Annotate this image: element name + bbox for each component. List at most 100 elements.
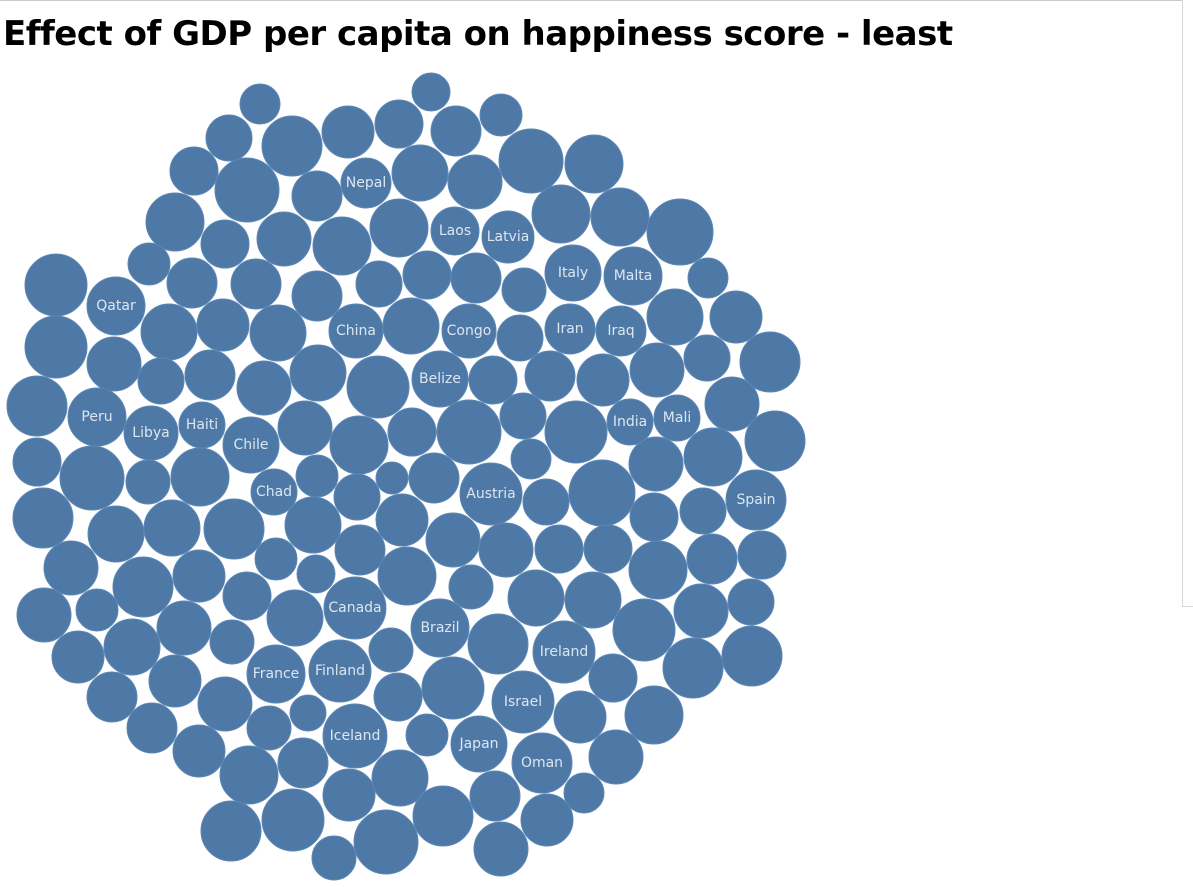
bubble[interactable]	[628, 540, 688, 600]
bubble[interactable]	[75, 588, 119, 632]
bubble[interactable]	[333, 473, 381, 521]
bubble[interactable]	[230, 258, 282, 310]
bubble-oman[interactable]	[511, 732, 573, 794]
bubble[interactable]	[289, 344, 347, 402]
bubble[interactable]	[683, 427, 743, 487]
bubble[interactable]	[205, 114, 253, 162]
bubble[interactable]	[24, 253, 88, 317]
bubble-peru[interactable]	[67, 387, 127, 447]
bubble[interactable]	[375, 493, 429, 547]
bubble[interactable]	[261, 788, 325, 852]
bubble[interactable]	[289, 694, 327, 732]
bubble[interactable]	[590, 187, 650, 247]
bubble[interactable]	[534, 524, 584, 574]
bubble[interactable]	[266, 589, 324, 647]
bubble[interactable]	[24, 315, 88, 379]
bubble-brazil[interactable]	[410, 598, 470, 658]
bubble[interactable]	[629, 342, 685, 398]
bubble[interactable]	[377, 546, 437, 606]
bubble[interactable]	[402, 250, 452, 300]
bubble[interactable]	[563, 772, 605, 814]
bubble-mali[interactable]	[653, 394, 701, 442]
bubble[interactable]	[430, 105, 482, 157]
bubble[interactable]	[214, 157, 280, 223]
bubble[interactable]	[236, 360, 292, 416]
bubble[interactable]	[312, 216, 372, 276]
bubble-qatar[interactable]	[86, 276, 146, 336]
bubble-iceland[interactable]	[322, 703, 388, 769]
bubble-ireland[interactable]	[532, 620, 596, 684]
bubble[interactable]	[687, 257, 729, 299]
bubble[interactable]	[369, 198, 429, 258]
bubble-canada[interactable]	[323, 576, 387, 640]
bubble[interactable]	[405, 713, 449, 757]
bubble[interactable]	[143, 499, 201, 557]
bubble-india[interactable]	[606, 398, 654, 446]
bubble[interactable]	[679, 487, 727, 535]
bubble[interactable]	[373, 672, 423, 722]
bubble-china[interactable]	[328, 303, 384, 359]
bubble[interactable]	[112, 556, 174, 618]
bubble[interactable]	[496, 314, 544, 362]
bubble[interactable]	[209, 619, 255, 665]
bubble[interactable]	[371, 749, 429, 807]
bubble[interactable]	[126, 702, 178, 754]
scrollbar[interactable]	[1182, 0, 1193, 607]
bubble[interactable]	[86, 671, 138, 723]
bubble[interactable]	[12, 487, 74, 549]
bubble[interactable]	[624, 685, 684, 745]
bubble[interactable]	[261, 115, 323, 177]
bubble-israel[interactable]	[491, 670, 555, 734]
bubble[interactable]	[522, 478, 570, 526]
bubble[interactable]	[137, 357, 185, 405]
bubble[interactable]	[368, 627, 414, 673]
bubble[interactable]	[686, 533, 738, 585]
bubble-haiti[interactable]	[178, 401, 226, 449]
bubble[interactable]	[43, 540, 99, 596]
bubble[interactable]	[468, 355, 518, 405]
bubble[interactable]	[531, 184, 591, 244]
bubble[interactable]	[140, 303, 198, 361]
bubble[interactable]	[246, 705, 292, 751]
bubble[interactable]	[704, 376, 760, 432]
bubble[interactable]	[200, 800, 262, 862]
bubble[interactable]	[568, 459, 636, 527]
bubble[interactable]	[499, 392, 547, 440]
bubble-malta[interactable]	[603, 246, 663, 306]
bubble[interactable]	[588, 729, 644, 785]
bubble[interactable]	[103, 618, 161, 676]
bubble[interactable]	[239, 83, 281, 125]
bubble[interactable]	[411, 72, 451, 112]
bubble[interactable]	[646, 288, 704, 346]
bubble[interactable]	[321, 105, 375, 159]
bubble[interactable]	[295, 454, 339, 498]
bubble[interactable]	[59, 445, 125, 511]
bubble[interactable]	[353, 809, 419, 875]
bubble[interactable]	[346, 355, 410, 419]
bubble-finland[interactable]	[308, 639, 372, 703]
bubble[interactable]	[737, 530, 787, 580]
bubble[interactable]	[86, 336, 142, 392]
bubble[interactable]	[51, 630, 105, 684]
bubble[interactable]	[421, 656, 485, 720]
bubble-nepal[interactable]	[340, 157, 392, 209]
bubble[interactable]	[387, 407, 437, 457]
bubble[interactable]	[727, 578, 775, 626]
bubble[interactable]	[145, 192, 205, 252]
bubble[interactable]	[156, 600, 212, 656]
bubble-congo[interactable]	[441, 303, 497, 359]
bubble[interactable]	[277, 400, 333, 456]
bubble[interactable]	[16, 587, 72, 643]
bubble[interactable]	[583, 524, 633, 574]
bubble[interactable]	[334, 524, 386, 576]
bubble[interactable]	[662, 637, 724, 699]
bubble[interactable]	[355, 260, 403, 308]
bubble[interactable]	[709, 290, 763, 344]
bubble[interactable]	[510, 438, 552, 480]
bubble[interactable]	[447, 154, 503, 210]
bubble[interactable]	[256, 211, 312, 267]
bubble[interactable]	[628, 436, 684, 492]
bubble[interactable]	[576, 353, 630, 407]
bubble[interactable]	[739, 331, 801, 393]
